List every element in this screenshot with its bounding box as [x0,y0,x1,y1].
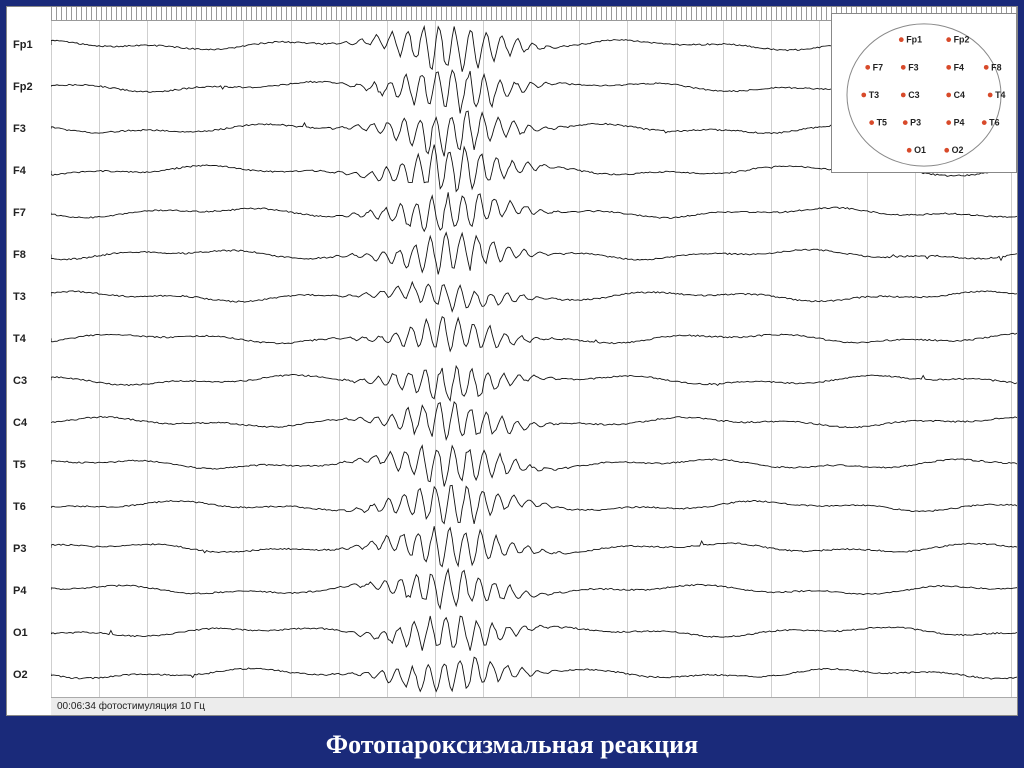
channel-label-Fp2: Fp2 [13,81,49,93]
electrode-label-C4: C4 [954,90,965,100]
trace-F7 [51,192,1017,231]
channel-label-Fp1: Fp1 [13,39,49,51]
electrode-head-map: Fp1 Fp2 F7 F3 F4 F8 T3 C3 C4 T4 T5 P3 P4 T6 O1 O2 [831,13,1017,173]
trace-T5 [51,446,1017,487]
eeg-panel: Fp1 Fp2 F3 F4 F7 F8 T3 T4 C3 C4 T5 T6 P3 P4 O1 O2 00:06… [6,6,1018,716]
trace-P3 [51,526,1017,566]
electrode-dot-F4 [946,65,951,70]
electrode-dot-F8 [984,65,989,70]
electrode-label-T4: T4 [995,90,1005,100]
electrode-label-F8: F8 [991,62,1001,72]
footer-bar: 00:06:34 фотостимуляция 10 Гц [51,697,1017,715]
channel-label-P4: P4 [13,585,49,597]
electrode-label-F4: F4 [954,62,964,72]
electrode-dot-F3 [901,65,906,70]
electrode-dot-O1 [907,148,912,153]
electrode-dot-F7 [865,65,870,70]
channel-label-F3: F3 [13,123,49,135]
electrode-dot-C4 [946,93,951,98]
channel-label-T6: T6 [13,501,49,513]
electrode-dot-T3 [861,93,866,98]
trace-T3 [51,282,1017,311]
channel-label-F7: F7 [13,207,49,219]
electrode-dot-T4 [988,93,993,98]
electrode-label-O1: O1 [914,145,926,155]
electrode-dot-Fp1 [899,37,904,42]
electrode-dot-C3 [901,93,906,98]
trace-P4 [51,569,1017,608]
channel-label-O1: O1 [13,627,49,639]
electrode-label-P4: P4 [954,118,965,128]
channel-labels: Fp1 Fp2 F3 F4 F7 F8 T3 T4 C3 C4 T5 T6 P3 P4 O1 O2 [7,21,51,697]
channel-label-T4: T4 [13,333,49,345]
channel-label-T5: T5 [13,459,49,471]
electrode-label-F7: F7 [873,62,883,72]
channel-label-C4: C4 [13,417,49,429]
channel-label-T3: T3 [13,291,49,303]
channel-label-F4: F4 [13,165,49,177]
electrode-dot-T5 [869,120,874,125]
trace-C3 [51,366,1017,400]
electrode-label-Fp1: Fp1 [906,35,922,45]
trace-O1 [51,616,1017,651]
electrode-dot-P4 [946,120,951,125]
channel-label-P3: P3 [13,543,49,555]
electrode-label-O2: O2 [952,145,964,155]
channel-label-O2: O2 [13,669,49,681]
electrode-dot-Fp2 [946,37,951,42]
electrode-label-Fp2: Fp2 [954,35,970,45]
electrode-label-T6: T6 [989,118,999,128]
electrode-label-T3: T3 [869,90,879,100]
channel-label-F8: F8 [13,249,49,261]
trace-T6 [51,485,1017,523]
trace-C4 [51,402,1017,440]
channel-label-C3: C3 [13,375,49,387]
trace-O2 [51,657,1017,691]
electrode-dot-P3 [903,120,908,125]
electrode-dot-O2 [944,148,949,153]
footer-text: 00:06:34 фотостимуляция 10 Гц [57,701,205,712]
electrode-label-P3: P3 [910,118,921,128]
slide-caption: Фотопароксизмальная реакция [0,730,1024,760]
electrode-label-C3: C3 [908,90,919,100]
electrode-label-T5: T5 [877,118,887,128]
electrode-dot-T6 [982,120,987,125]
electrode-label-F3: F3 [908,62,918,72]
trace-F8 [51,233,1017,275]
trace-T4 [51,317,1017,351]
